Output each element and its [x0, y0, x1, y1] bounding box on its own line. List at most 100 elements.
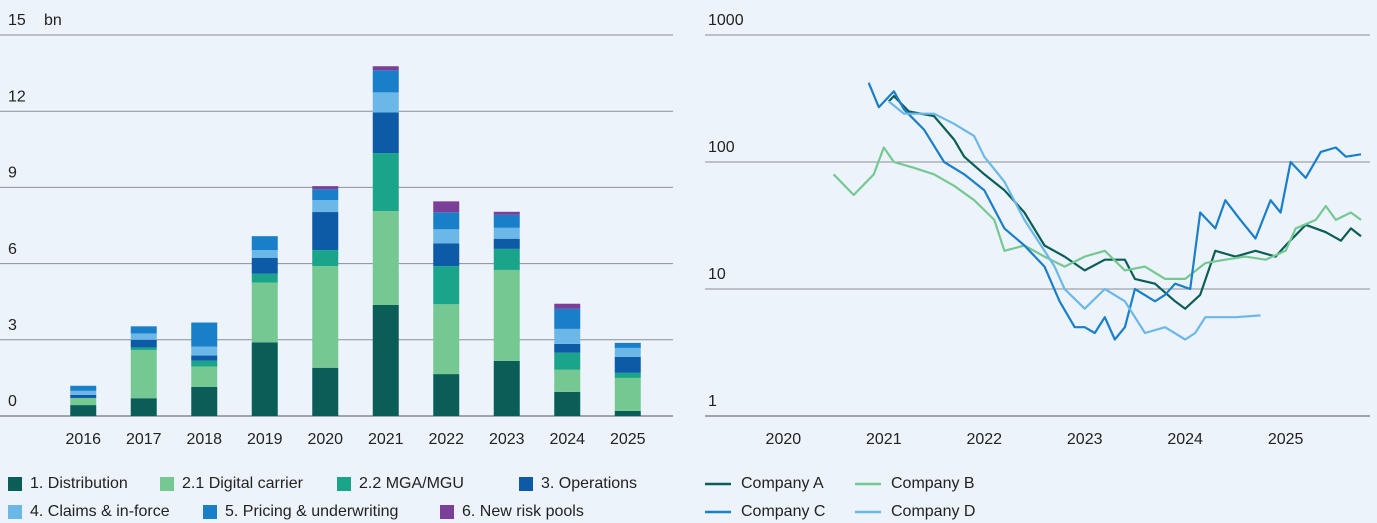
legend-label: 2.1 Digital carrier	[182, 475, 304, 492]
bar-segment	[554, 343, 581, 353]
legend-label: 1. Distribution	[30, 475, 128, 492]
bar-segment	[70, 385, 97, 391]
legend-label: 4. Claims & in-force	[30, 503, 170, 520]
bar-segment	[433, 304, 460, 375]
bar-segment	[614, 342, 641, 348]
legend-label: Company B	[891, 475, 975, 492]
legend-label: 6. New risk pools	[462, 503, 584, 520]
bar-segment	[130, 398, 157, 416]
bar-segment	[251, 250, 278, 258]
bar-segment	[191, 346, 218, 356]
legend-swatch	[8, 505, 22, 519]
legend-label: 2.2 MGA/MGU	[359, 475, 464, 492]
y-tick-label: 1	[708, 393, 717, 410]
legend-label: Company D	[891, 503, 975, 520]
bar-segment	[554, 328, 581, 344]
bar-segment	[191, 322, 218, 347]
bar-segment	[433, 201, 460, 213]
bar-segment	[614, 356, 641, 373]
x-tick-label: 2021	[368, 431, 404, 448]
bar-segment	[614, 410, 641, 416]
x-tick-label: 2020	[766, 431, 802, 448]
bar-segment	[130, 349, 157, 399]
x-tick-label: 2025	[610, 431, 646, 448]
legend-label: Company C	[741, 503, 825, 520]
y-tick-label: 0	[8, 393, 17, 410]
x-tick-label: 2024	[549, 431, 585, 448]
bar-segment	[130, 326, 157, 334]
bar-segment	[251, 273, 278, 283]
bar-segment	[312, 200, 339, 213]
bar-segment	[372, 112, 399, 154]
bar-segment	[312, 189, 339, 201]
bar-segment	[433, 374, 460, 416]
bar-segment	[554, 391, 581, 416]
bar-segment	[433, 243, 460, 267]
bar-segment	[191, 366, 218, 387]
bar-segment	[493, 360, 520, 416]
x-tick-label: 2023	[489, 431, 525, 448]
bar-segment	[130, 333, 157, 340]
x-tick-label: 2019	[247, 431, 283, 448]
bar-segment	[433, 229, 460, 244]
x-tick-label: 2020	[307, 431, 343, 448]
bar-segment	[372, 153, 399, 212]
bar-segment	[312, 266, 339, 368]
bar-segment	[191, 386, 218, 416]
bar-segment	[372, 305, 399, 416]
bar-segment	[251, 236, 278, 251]
x-tick-label: 2021	[866, 431, 902, 448]
bar-segment	[372, 70, 399, 93]
bar-segment	[312, 367, 339, 416]
bar-segment	[312, 212, 339, 251]
bar-segment	[130, 339, 157, 348]
y-tick-label: 12	[8, 88, 26, 105]
bar-segment	[70, 390, 97, 395]
bar-segment	[251, 257, 278, 274]
bar-segment	[614, 347, 641, 357]
series-line	[832, 146, 1362, 280]
x-tick-label: 2023	[1067, 431, 1103, 448]
bar-segment	[70, 394, 97, 398]
x-tick-label: 2016	[65, 431, 101, 448]
bar-segment	[554, 308, 581, 329]
bar-segment	[493, 269, 520, 361]
x-tick-label: 2022	[428, 431, 464, 448]
bar-segment	[493, 214, 520, 228]
bar-segment	[554, 352, 581, 370]
bar-segment	[130, 347, 157, 350]
series-line	[867, 82, 1362, 341]
bar-segment	[554, 369, 581, 392]
bar-segment	[433, 266, 460, 305]
legend-label: 5. Pricing & underwriting	[225, 503, 398, 520]
x-tick-label: 2025	[1268, 431, 1304, 448]
y-tick-label: 100	[708, 139, 735, 156]
bar-segment	[70, 405, 97, 416]
y-tick-label: 15	[8, 12, 26, 29]
bar-segment	[493, 238, 520, 249]
bar-segment	[614, 377, 641, 411]
bar-segment	[70, 397, 97, 406]
legend-swatch	[203, 505, 217, 519]
bar-segment	[251, 282, 278, 343]
bar-segment	[493, 227, 520, 239]
bar-segment	[372, 92, 399, 113]
x-tick-label: 2018	[186, 431, 222, 448]
y-tick-label: 9	[8, 165, 17, 182]
legend-label: 3. Operations	[541, 475, 637, 492]
y-tick-label: 10	[708, 266, 726, 283]
x-tick-label: 2024	[1167, 431, 1203, 448]
y-tick-label: 6	[8, 241, 17, 258]
bar-segment	[191, 360, 218, 367]
legend-swatch	[440, 505, 454, 519]
legend-swatch	[8, 477, 22, 491]
bar-segment	[493, 248, 520, 270]
y-tick-label: 1000	[708, 12, 744, 29]
legend-label: Company A	[741, 475, 824, 492]
bar-segment	[251, 342, 278, 416]
bar-segment	[191, 355, 218, 361]
bar-segment	[312, 186, 339, 190]
unit-label: bn	[44, 12, 62, 29]
bar-segment	[493, 211, 520, 215]
bar-segment	[614, 372, 641, 378]
